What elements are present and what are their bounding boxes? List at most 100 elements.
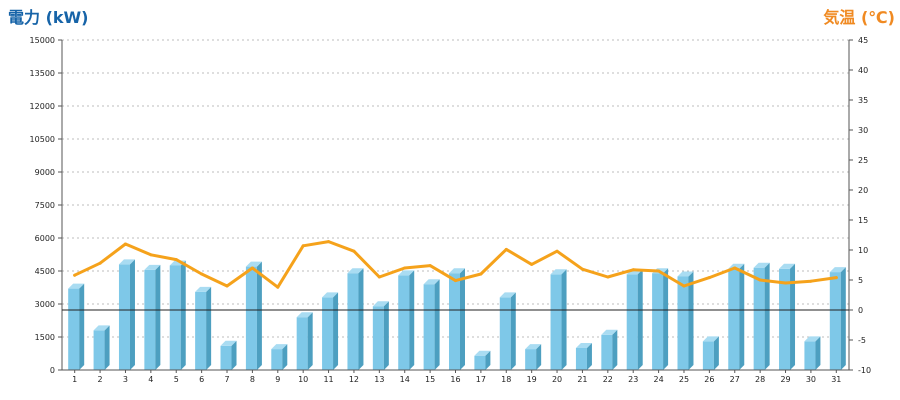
bar-top xyxy=(68,283,85,289)
grid-lines xyxy=(62,39,849,338)
bar-top xyxy=(575,343,592,348)
bar xyxy=(677,271,694,370)
temperature-point xyxy=(606,275,610,279)
bar-front xyxy=(296,317,308,370)
left-axis-title: 電力 (kW) xyxy=(8,8,89,27)
x-tick-label: 15 xyxy=(425,375,435,384)
x-tick-label: 5 xyxy=(174,375,179,384)
left-axis: 0 1500 3000 4500 6000 7500 9000 10500 12000 13500… xyxy=(30,36,63,375)
bar xyxy=(728,263,745,370)
bar xyxy=(68,283,85,370)
right-tick-label: 45 xyxy=(858,36,868,45)
bar xyxy=(550,269,567,370)
temperature-point xyxy=(504,247,508,251)
left-tick-label: 1500 xyxy=(35,333,55,342)
temperature-point xyxy=(733,266,737,270)
right-tick-label: 35 xyxy=(858,96,868,105)
bar-top xyxy=(829,267,846,273)
bar-side xyxy=(688,271,694,370)
bar-top xyxy=(525,344,542,350)
temperature-point xyxy=(327,240,331,244)
bar xyxy=(195,286,212,370)
bar-side xyxy=(129,259,135,370)
bar xyxy=(296,312,313,370)
bar-side xyxy=(536,344,542,370)
bar xyxy=(398,270,415,370)
temperature-point xyxy=(834,276,838,280)
temperature-point xyxy=(707,276,711,280)
temperature-point xyxy=(225,284,229,288)
bar-front xyxy=(271,349,283,370)
bar-side xyxy=(612,329,618,370)
x-tick-label: 13 xyxy=(374,375,384,384)
bar-top xyxy=(93,325,110,331)
right-tick-label: 30 xyxy=(858,126,868,135)
bar-side xyxy=(713,336,719,370)
bar-top xyxy=(779,263,796,269)
bar xyxy=(220,340,237,370)
x-tick-label: 22 xyxy=(603,375,613,384)
bar-side xyxy=(307,312,313,370)
bar-side xyxy=(663,268,669,370)
bar-front xyxy=(195,291,207,370)
temperature-point xyxy=(403,266,407,270)
bar-front xyxy=(449,273,460,370)
x-tick-label: 2 xyxy=(98,375,103,384)
right-tick-label: -10 xyxy=(858,366,871,375)
bar-front xyxy=(525,349,537,370)
right-tick-label: 20 xyxy=(858,186,868,195)
x-tick-label: 18 xyxy=(501,375,511,384)
bar xyxy=(652,268,669,370)
bar xyxy=(169,260,186,370)
x-tick-label: 24 xyxy=(654,375,664,384)
temperature-series xyxy=(73,240,838,289)
bar xyxy=(779,263,796,370)
bar-side xyxy=(637,269,643,370)
bar-front xyxy=(829,272,841,370)
bar-top xyxy=(550,269,567,275)
bar xyxy=(372,301,389,370)
temperature-point xyxy=(809,279,813,283)
bar xyxy=(423,279,440,370)
bar xyxy=(474,350,491,370)
x-tick-label: 16 xyxy=(450,375,460,384)
bar-front xyxy=(169,265,181,370)
bar-front xyxy=(144,269,156,370)
left-tick-label: 13500 xyxy=(30,69,55,78)
bar-top xyxy=(322,292,339,298)
x-tick-label: 28 xyxy=(755,375,765,384)
right-tick-label: 0 xyxy=(858,306,863,315)
left-tick-label: 15000 xyxy=(30,36,55,45)
bar-side xyxy=(104,325,110,370)
bar-side xyxy=(409,270,415,370)
temperature-point xyxy=(352,249,356,253)
temperature-point xyxy=(377,275,381,279)
bar-side xyxy=(155,264,161,370)
bar-top xyxy=(195,286,212,292)
temperature-point xyxy=(657,269,661,273)
bar-side xyxy=(586,343,592,370)
left-tick-label: 10500 xyxy=(30,135,55,144)
bar-top xyxy=(677,271,694,277)
temperature-point xyxy=(200,272,204,276)
right-axis: -10 -5 0 5 10 15 20 25 30 35 40 45 xyxy=(848,36,871,375)
temperature-point xyxy=(682,284,686,288)
bar-front xyxy=(220,345,232,370)
bar xyxy=(93,325,110,370)
bar-top xyxy=(423,279,440,285)
bar-side xyxy=(383,301,389,370)
bar-side xyxy=(231,340,237,370)
bar-top xyxy=(753,262,770,268)
bar-top xyxy=(601,329,618,335)
bar-top xyxy=(499,292,516,298)
temperature-point xyxy=(580,267,584,271)
bar xyxy=(499,292,516,370)
bar-side xyxy=(180,260,186,370)
bar-side xyxy=(282,344,288,370)
bar-front xyxy=(575,348,587,370)
bar-top xyxy=(118,259,135,265)
bar-side xyxy=(460,268,465,370)
bar-side xyxy=(815,336,821,370)
bar-side xyxy=(739,263,745,370)
bar xyxy=(245,261,262,370)
